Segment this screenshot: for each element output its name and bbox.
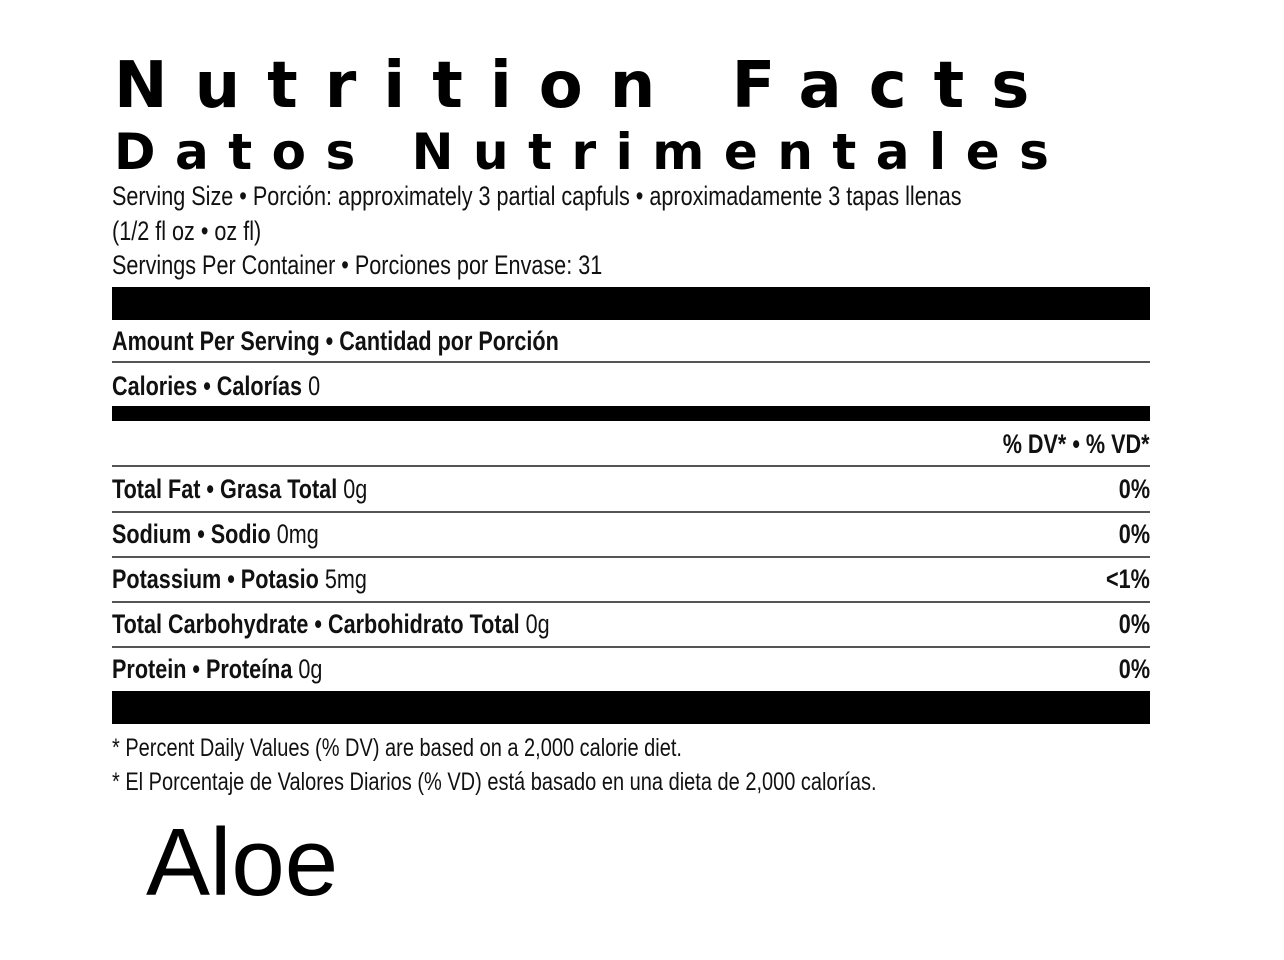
servings-per-container: Servings Per Container • Porciones por E… — [112, 250, 603, 280]
divider — [112, 361, 1150, 363]
calories-row: Calories • Calorías 0 — [112, 371, 321, 401]
nutrient-dv: <1% — [1106, 564, 1150, 594]
title-english: Nutrition Facts — [114, 49, 1057, 123]
nutrient-dv: 0% — [1118, 654, 1150, 684]
divider — [112, 601, 1150, 603]
nutrient-row: Protein • Proteína 0g — [112, 653, 375, 690]
serving-size: Serving Size • Porción: approximately 3 … — [112, 181, 962, 211]
divider-thick — [112, 287, 1150, 320]
footnote-english: * Percent Daily Values (% DV) are based … — [112, 734, 682, 762]
divider — [112, 511, 1150, 513]
nutrient-label: Total Fat • Grasa Total — [112, 474, 338, 504]
nutrient-amount: 0g — [525, 609, 550, 639]
amount-per-serving: Amount Per Serving • Cantidad por Porció… — [112, 326, 559, 356]
product-name: Aloe — [146, 809, 339, 916]
nutrient-label: Sodium • Sodio — [112, 519, 271, 549]
nutrient-amount: 0mg — [276, 519, 319, 549]
divider — [112, 646, 1150, 648]
serving-size-volume: (1/2 fl oz • oz fl) — [112, 216, 262, 246]
nutrient-dv: 0% — [1118, 519, 1150, 549]
nutrient-label: Potassium • Potasio — [112, 564, 319, 594]
nutrient-row: Total Fat • Grasa Total 0g — [112, 473, 431, 510]
nutrient-label: Protein • Proteína — [112, 654, 293, 684]
divider-medium — [112, 406, 1150, 421]
title-spanish: Datos Nutrimentales — [114, 123, 1069, 181]
nutrient-row: Sodium • Sodio 0mg — [112, 518, 371, 555]
dv-header: % DV* • % VD* — [1003, 429, 1150, 459]
nutrient-amount: 0g — [298, 654, 323, 684]
nutrient-label: Total Carbohydrate • Carbohidrato Total — [112, 609, 520, 639]
nutrient-row: Total Carbohydrate • Carbohidrato Total … — [112, 608, 659, 645]
nutrient-amount: 0g — [343, 474, 368, 504]
footnote-spanish: * El Porcentaje de Valores Diarios (% VD… — [112, 768, 877, 796]
nutrient-amount: 5mg — [324, 564, 367, 594]
nutrient-dv: 0% — [1118, 474, 1150, 504]
nutrient-row: Potassium • Potasio 5mg — [112, 563, 431, 600]
divider-thick — [112, 691, 1150, 724]
divider — [112, 556, 1150, 558]
divider — [112, 465, 1150, 467]
nutrient-dv: 0% — [1118, 609, 1150, 639]
